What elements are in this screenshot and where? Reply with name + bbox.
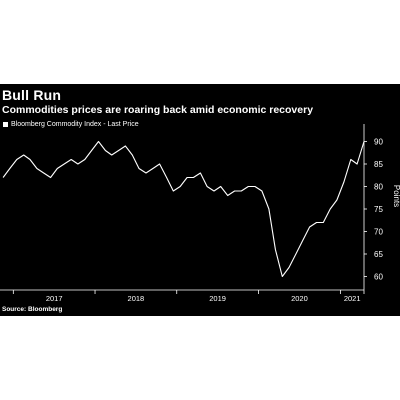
y-tick-label: 90 bbox=[374, 138, 383, 147]
x-tick-label: 2018 bbox=[128, 294, 145, 303]
y-tick-label: 70 bbox=[374, 228, 383, 237]
y-tick-label: 80 bbox=[374, 183, 383, 192]
x-tick-label: 2020 bbox=[291, 294, 308, 303]
y-axis-label: Points bbox=[392, 185, 400, 207]
y-tick-label: 65 bbox=[374, 250, 383, 259]
x-tick-label: 2019 bbox=[209, 294, 226, 303]
x-tick-label: 2017 bbox=[46, 294, 63, 303]
y-tick-label: 75 bbox=[374, 205, 383, 214]
x-axis: 2017 2018 2019 2020 2021 bbox=[0, 289, 365, 303]
chart-title: Bull Run bbox=[2, 87, 62, 103]
y-tick-label: 85 bbox=[374, 160, 383, 169]
x-tick-label: 2021 bbox=[344, 294, 361, 303]
chart-card: Bull Run Commodities prices are roaring … bbox=[0, 84, 400, 316]
series-line bbox=[2, 140, 365, 278]
y-tick-label: 60 bbox=[374, 273, 383, 282]
chart-legend: Bloomberg Commodity Index - Last Price bbox=[3, 121, 139, 128]
chart-source: Source: Bloomberg bbox=[2, 306, 63, 313]
y-axis: 60 65 70 75 80 85 90 bbox=[363, 124, 383, 290]
chart-plot: 60 65 70 75 80 85 90 2017 2018 2019 2020 2021 Poin… bbox=[0, 124, 400, 303]
legend-label: Bloomberg Commodity Index - Last Price bbox=[11, 121, 139, 128]
chart-subtitle: Commodities prices are roaring back amid… bbox=[2, 104, 314, 116]
legend-swatch bbox=[3, 122, 8, 127]
